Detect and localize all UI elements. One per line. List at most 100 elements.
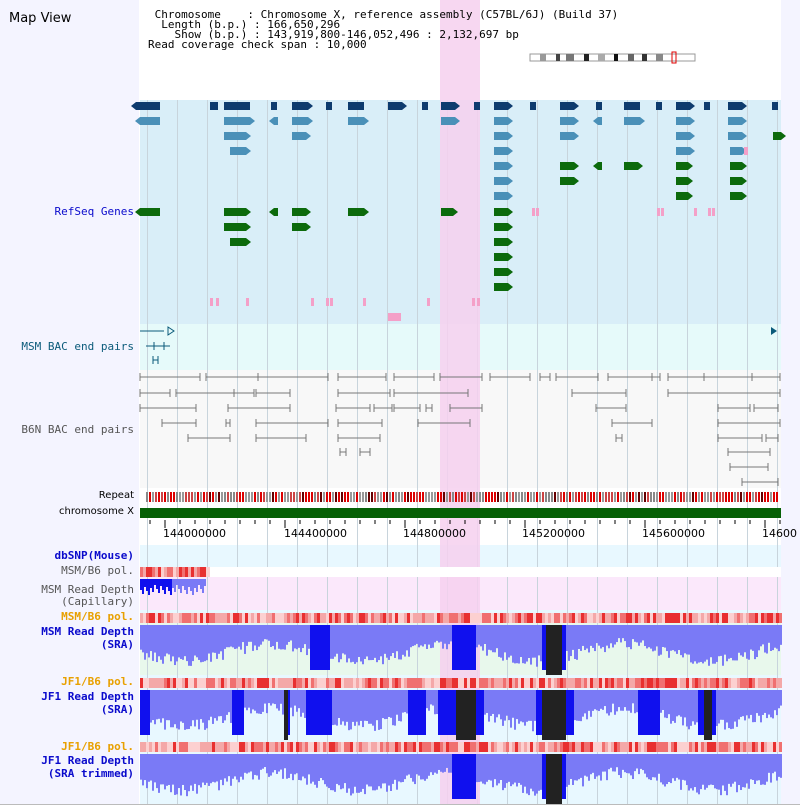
polymorphism-bin (404, 742, 407, 752)
polymorphism-bin (317, 678, 320, 688)
depth-bar (500, 754, 502, 780)
depth-bar (304, 690, 306, 718)
repeat-element (350, 492, 352, 502)
chromosome-bar (140, 508, 781, 518)
polymorphism-bin (338, 678, 341, 688)
depth-bar (550, 690, 552, 740)
depth-bar (434, 690, 436, 715)
depth-bar (706, 625, 708, 660)
depth-bar (726, 690, 728, 723)
polymorphism-bin (761, 678, 764, 688)
polymorphism-bin (773, 613, 776, 623)
depth-bar (170, 625, 172, 662)
depth-bar (762, 690, 764, 715)
repeat-element (530, 492, 532, 502)
polymorphism-bin (752, 742, 755, 752)
depth-bar (140, 579, 142, 590)
depth-bar (404, 754, 406, 780)
gene-block (676, 177, 688, 185)
depth-bar (490, 754, 492, 781)
polymorphism-bin (572, 678, 575, 688)
depth-bar (736, 690, 738, 727)
depth-bar (304, 625, 306, 645)
depth-bar (704, 754, 706, 790)
depth-bar (724, 690, 726, 730)
polymorphism-bin (164, 567, 167, 577)
depth-bar (344, 625, 346, 655)
polymorphism-bin (521, 613, 524, 623)
depth-bar (202, 579, 204, 593)
polymorphism-bin (197, 567, 200, 577)
refseq-genes-label[interactable]: RefSeq Genes (54, 205, 134, 218)
depth-bar (336, 690, 338, 726)
depth-bar (434, 625, 436, 643)
polymorphism-bin (476, 742, 479, 752)
depth-bar (620, 690, 622, 711)
depth-bar (230, 625, 232, 647)
repeat-element (647, 492, 649, 502)
depth-bar (256, 625, 258, 651)
depth-bar (168, 690, 170, 721)
repeat-element (566, 492, 568, 502)
depth-bar (500, 690, 502, 720)
polymorphism-bin (269, 742, 272, 752)
polymorphism-bin (497, 742, 500, 752)
b6n-bac-label[interactable]: B6N BAC end pairs (21, 423, 134, 436)
depth-bar (728, 754, 730, 784)
polymorphism-bin (545, 742, 548, 752)
depth-bar (244, 690, 246, 708)
depth-bar (324, 625, 326, 670)
gene-block (292, 132, 306, 140)
polymorphism-bin (410, 613, 413, 623)
depth-bar (416, 754, 418, 775)
depth-bar (322, 625, 324, 670)
polymorphism-bin (614, 613, 617, 623)
depth-bar (510, 690, 512, 728)
depth-bar (676, 690, 678, 717)
polymorphism-bin (686, 613, 689, 623)
depth-bar (494, 690, 496, 723)
polymorphism-bin (581, 742, 584, 752)
polymorphism-bin (590, 613, 593, 623)
gene-block (560, 117, 574, 125)
gene-arrow (455, 102, 460, 110)
polymorphism-bin (653, 613, 656, 623)
polymorphism-bin (431, 613, 434, 623)
polymorphism-bin (239, 742, 242, 752)
depth-bar (376, 754, 378, 790)
polymorphism-bin (197, 742, 200, 752)
polymorphism-bin (266, 742, 269, 752)
depth-bar (616, 690, 618, 712)
polymorphism-bin (740, 742, 743, 752)
depth-bar (734, 625, 736, 661)
repeat-element (635, 492, 637, 502)
repeat-label: Repeat (98, 490, 134, 501)
depth-bar (520, 754, 522, 785)
polymorphism-bin (446, 678, 449, 688)
polymorphism-bin (683, 613, 686, 623)
polymorphism-bin (311, 613, 314, 623)
depth-bar (524, 754, 526, 787)
depth-bar (410, 625, 412, 648)
depth-bar (188, 579, 190, 587)
depth-bar (528, 625, 530, 659)
repeat-element (257, 492, 259, 502)
depth-bar (166, 625, 168, 654)
polymorphism-bin (209, 613, 212, 623)
polymorphism-bin (311, 742, 314, 752)
depth-bar (656, 690, 658, 735)
gene-arrow (508, 253, 513, 261)
depth-bar (772, 690, 774, 719)
depth-bar (156, 690, 158, 720)
polymorphism-bin (353, 613, 356, 623)
repeat-element (182, 492, 184, 502)
repeat-element (599, 492, 601, 502)
polymorphism-bin (710, 678, 713, 688)
axis-tick-label: 145600000 (642, 527, 705, 540)
depth-bar (276, 625, 278, 642)
dbsnp-label[interactable]: dbSNP(Mouse) (54, 549, 134, 562)
repeat-element (689, 492, 691, 502)
msm-bac-label[interactable]: MSM BAC end pairs (21, 340, 134, 353)
chromosome-label: Chromosome (154, 8, 221, 21)
